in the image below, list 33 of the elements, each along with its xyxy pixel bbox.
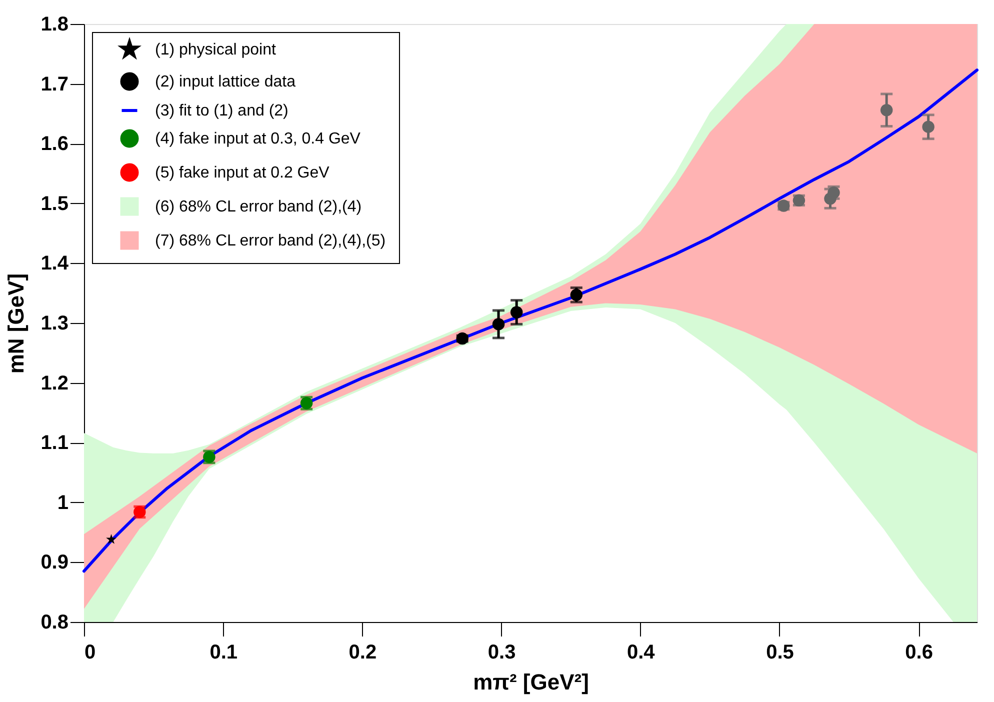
x-tick-label: 0.5: [766, 642, 794, 664]
y-tick-label: 0.8: [40, 612, 68, 634]
y-tick-label: 1.2: [40, 372, 68, 394]
y-tick-label: 1.5: [40, 192, 68, 215]
point: [880, 104, 893, 116]
legend-label: (1) physical point: [155, 42, 276, 58]
y-tick-label: 1.7: [40, 73, 68, 96]
y-axis-title: mN [GeV]: [4, 273, 29, 374]
x-tick-label: 0.3: [488, 642, 516, 664]
legend-label: (6) 68% CL error band (2),(4): [155, 198, 362, 216]
y-tick-label: 1.1: [40, 432, 68, 454]
x-axis-title: mπ² [GeV²]: [473, 670, 589, 694]
x-tick-label: 0.4: [626, 642, 656, 664]
y-tick-label: 1.4: [40, 252, 70, 275]
point: [492, 318, 505, 330]
x-tick-label: 0.6: [905, 642, 933, 664]
point: [106, 534, 116, 544]
y-tick-label: 1.3: [40, 312, 68, 334]
y-tick-label: 1.6: [40, 133, 68, 156]
point: [570, 288, 583, 302]
x-tick-label: 0: [84, 642, 96, 664]
legend-label: (3) fit to (1) and (2): [155, 102, 288, 120]
legend-label: (2) input lattice data: [155, 74, 296, 90]
y-tick-label: 1.8: [40, 14, 68, 36]
x-tick-label: 0.1: [210, 642, 238, 664]
point: [922, 120, 934, 133]
legend-label: (7) 68% CL error band (2),(4),(5): [155, 232, 386, 250]
legend-label: (5) fake input at 0.2 GeV: [155, 164, 330, 182]
x-tick-label: 0.2: [348, 642, 377, 664]
point: [510, 306, 523, 318]
legend-label: (4) fake input at 0.3, 0.4 GeV: [155, 130, 361, 148]
y-tick-label: 0.9: [40, 552, 68, 574]
y-tick-label: 1: [57, 492, 68, 514]
